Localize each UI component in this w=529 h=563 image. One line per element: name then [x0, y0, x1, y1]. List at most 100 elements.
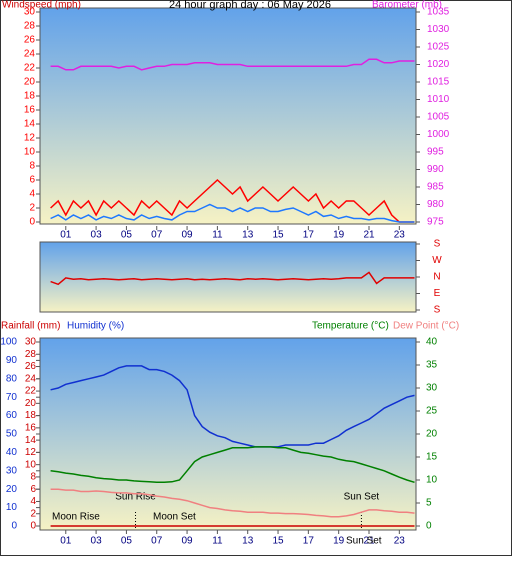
x-tick-label: 05: [121, 536, 133, 547]
y3-tick-label: 35: [426, 360, 438, 371]
y-tick-label: E: [434, 288, 441, 299]
y2-tick-label: 1030: [427, 24, 450, 35]
y-tick-label: 24: [24, 49, 36, 60]
y-tick-label: 28: [24, 21, 36, 32]
y2-tick-label: 1005: [427, 112, 450, 123]
y-tick-label: 30: [24, 7, 36, 18]
series-line: [50, 365, 415, 448]
y2-tick-label: 0: [30, 521, 36, 532]
series-line: [50, 178, 415, 223]
series-line: [50, 488, 415, 518]
x-tick-label: 21: [363, 230, 375, 241]
panel-wind: [39, 7, 417, 225]
y-tick-label: 6: [29, 175, 35, 186]
y2-tick-label: 975: [427, 217, 444, 228]
y-tick-label: 8: [29, 161, 35, 172]
y3-tick-label: 30: [426, 383, 438, 394]
y2-tick-label: 18: [25, 410, 37, 421]
y-axis-title: Windspeed (mph): [2, 0, 81, 11]
y-tick-label: 26: [24, 35, 36, 46]
x-tick-label: 15: [272, 230, 284, 241]
y3-tick-label: 0: [426, 521, 432, 532]
y-tick-label: 30: [6, 465, 18, 476]
y2-tick-label: 1000: [427, 129, 450, 140]
series-line: [50, 203, 415, 223]
y3-tick-label: 40: [426, 337, 438, 348]
y2-tick-label: 1010: [427, 94, 450, 105]
y2-tick-label: 4: [30, 496, 36, 507]
y2-tick-label: 985: [427, 182, 444, 193]
x-tick-label: 11: [212, 230, 223, 241]
x-tick-label: 07: [151, 230, 163, 241]
y2-tick-label: 10: [25, 459, 37, 470]
y3-tick-label: 15: [426, 452, 438, 463]
y2-tick-label: 6: [30, 484, 36, 495]
x-tick-label: 01: [60, 536, 72, 547]
event-label: Sun Set: [344, 492, 380, 503]
y-tick-label: 90: [6, 355, 18, 366]
series-line: [50, 271, 415, 286]
x-tick-label: 19: [333, 230, 345, 241]
y2-tick-label: 24: [25, 373, 37, 384]
y-tick-label: S: [434, 239, 441, 250]
x-tick-label: 07: [151, 536, 163, 547]
x-tick-label: 03: [91, 536, 103, 547]
y2-tick-label: 1015: [427, 77, 450, 88]
y-tick-label: S: [434, 305, 441, 316]
x-tick-label: 19: [333, 536, 345, 547]
x-tick-label: 03: [91, 230, 103, 241]
annotation: Sun Set: [346, 536, 382, 547]
y2-tick-label: 30: [25, 337, 37, 348]
y2-tick-label: 20: [25, 398, 37, 409]
x-tick-label: 05: [121, 230, 133, 241]
y2-tick-label: 2: [30, 508, 36, 519]
y2-tick-label: 22: [25, 386, 37, 397]
x-tick-label: 09: [182, 536, 194, 547]
annotation: Moon Rise: [52, 512, 100, 523]
legend-humidity: Humidity (%): [67, 321, 124, 332]
chart-title: 24 hour graph day : 06 May 2026: [169, 0, 331, 11]
y-tick-label: 0: [11, 521, 17, 532]
y-tick-label: 10: [24, 147, 36, 158]
x-tick-label: 23: [394, 230, 406, 241]
x-tick-label: 13: [242, 230, 254, 241]
x-tick-label: 01: [60, 230, 72, 241]
y2-tick-label: 1025: [427, 42, 450, 53]
y2-tick-label: 990: [427, 164, 444, 175]
y2-tick-label: 8: [30, 472, 36, 483]
y2-tick-label: 12: [25, 447, 37, 458]
y-tick-label: 14: [24, 119, 36, 130]
y-tick-label: 12: [24, 133, 36, 144]
y-tick-label: 70: [6, 392, 18, 403]
y2-tick-label: 995: [427, 147, 444, 158]
legend-temperature: Temperature (°C): [312, 321, 389, 332]
y2-axis-title: Barometer (mb): [372, 0, 442, 11]
x-tick-label: 11: [212, 536, 223, 547]
y-tick-label: 100: [0, 337, 17, 348]
y-tick-label: 16: [24, 105, 36, 116]
y-tick-label: 2: [29, 203, 35, 214]
y2-tick-label: 1035: [427, 7, 450, 18]
event-label: Sun Rise: [115, 492, 156, 503]
y-tick-label: 20: [24, 77, 36, 88]
y-tick-label: 50: [6, 429, 18, 440]
y2-tick-label: 14: [25, 435, 37, 446]
legend-dew-point: Dew Point (°C): [393, 321, 459, 332]
series-line: [50, 446, 415, 484]
y2-tick-label: 1020: [427, 59, 450, 70]
series-line: [50, 58, 415, 71]
y-tick-label: W: [432, 255, 442, 266]
panel-direction: [39, 241, 417, 313]
y-tick-label: 10: [6, 502, 18, 513]
y-tick-label: 18: [24, 91, 36, 102]
x-tick-label: 13: [242, 536, 254, 547]
y-tick-label: 80: [6, 373, 18, 384]
x-tick-label: 09: [182, 230, 194, 241]
y2-tick-label: 28: [25, 349, 37, 360]
x-tick-label: 17: [303, 230, 315, 241]
y2-tick-label: 16: [25, 423, 37, 434]
y-tick-label: 40: [6, 447, 18, 458]
x-tick-label: 17: [303, 536, 315, 547]
x-tick-label: 21: [363, 536, 375, 547]
